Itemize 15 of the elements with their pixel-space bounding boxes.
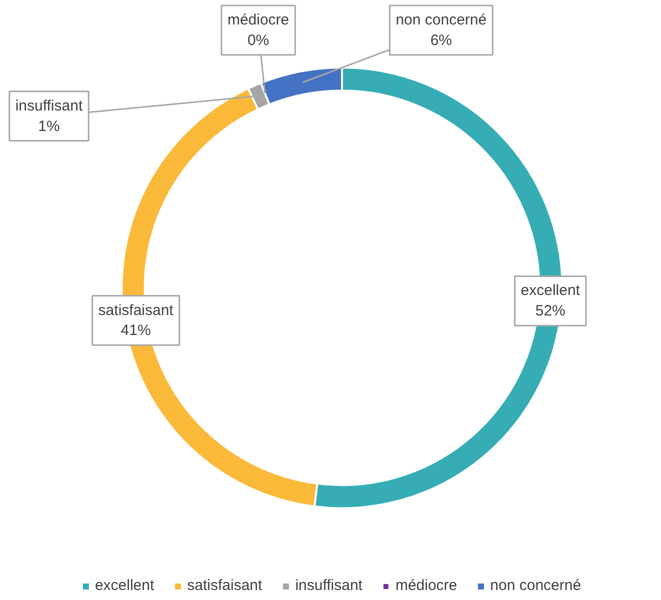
legend-label: satisfaisant (187, 577, 262, 594)
category-label: médiocre (227, 12, 290, 29)
data-label: 41% (120, 322, 151, 340)
legend-label: insuffisant (295, 577, 362, 594)
slice-label: non concerné (396, 12, 487, 29)
slice-label: satisfaisant (98, 302, 174, 319)
legend-label: excellent (94, 577, 154, 594)
data-label: 1% (38, 118, 60, 135)
slice-label: excellent (520, 282, 581, 300)
data-label: 52% (535, 302, 566, 320)
text: 0% (247, 32, 270, 49)
slice-label: insuffisant (15, 97, 84, 114)
legend-label: non concerné (490, 577, 582, 594)
legend-label: médiocre (395, 577, 458, 594)
data-label: 6% (430, 32, 452, 49)
